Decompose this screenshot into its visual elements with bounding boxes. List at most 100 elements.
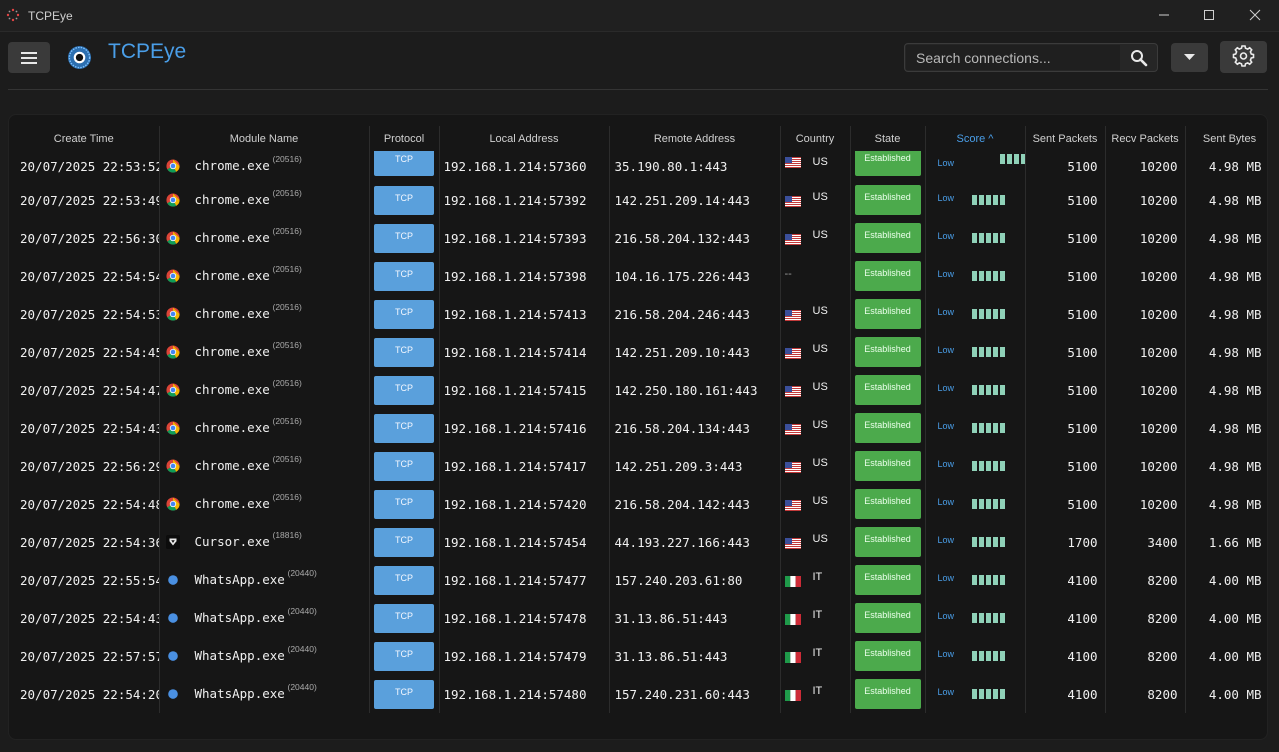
module-name: chrome.exe [194,458,270,473]
create-time-cell: 20/07/2025 22:54:48 [9,485,160,523]
score-bar-segment [992,309,998,319]
table-row[interactable]: 20/07/2025 22:54:45 chrome.exe (20516) TCP 1… [9,333,1267,371]
score-bar-segment [971,347,977,357]
local-address-cell: 192.168.1.214:57413 [439,295,610,333]
score-cell: Low [925,561,1026,599]
score-bar-segment [992,385,998,395]
table-row[interactable]: 20/07/2025 22:54:48 chrome.exe (20516) TCP 1… [9,485,1267,523]
score-bar-segment [978,309,984,319]
protocol-badge: TCP [374,151,434,176]
protocol-badge: TCP [374,299,434,329]
recv-packets-cell: 10200 [1105,333,1186,371]
table-row[interactable]: 20/07/2025 22:56:30 chrome.exe (20516) TCP 1… [9,219,1267,257]
score-bar-segment [999,385,1005,395]
country-code: US [812,533,828,545]
module-cell: chrome.exe (20516) [159,181,370,219]
table-row[interactable]: 20/07/2025 22:54:20 WhatsApp.exe (20440) TC… [9,675,1267,713]
create-time-cell: 20/07/2025 22:56:29 [9,447,160,485]
country-cell: US [780,181,851,219]
state-badge: Established [854,451,921,481]
module-cell: chrome.exe (20516) [159,257,370,295]
score-bar-segment [999,575,1005,585]
state-cell: Established [850,637,926,675]
protocol-badge: TCP [374,489,434,519]
chrome-icon [165,459,180,473]
column-header[interactable]: Sent Packets [1025,126,1106,151]
menu-button[interactable] [8,42,50,73]
recv-packets-cell: 10200 [1105,447,1186,485]
table-row[interactable]: 20/07/2025 22:56:29 chrome.exe (20516) TCP 1… [9,447,1267,485]
settings-button[interactable] [1220,41,1267,73]
create-time-cell: 20/07/2025 22:54:43 [9,409,160,447]
protocol-cell: TCP [369,637,440,675]
score-cell: Low [925,637,1026,675]
column-header[interactable]: Recv Packets [1105,126,1186,151]
module-name: chrome.exe [194,344,270,359]
table-row[interactable]: 20/07/2025 22:54:43 chrome.exe (20516) TCP 1… [9,409,1267,447]
score-bar-segment [971,613,977,623]
table-row[interactable]: 20/07/2025 22:54:53 chrome.exe (20516) TCP 1… [9,295,1267,333]
minimize-button[interactable] [1141,0,1187,31]
table-row[interactable]: 20/07/2025 22:53:52 chrome.exe (20516) TCP 1… [9,151,1267,181]
sent-packets-cell: 5100 [1025,219,1106,257]
column-header[interactable]: Module Name [159,126,370,151]
score-bar-segment [992,271,998,281]
state-cell: Established [850,295,926,333]
state-cell: Established [850,599,926,637]
module-cell: chrome.exe (20516) [159,485,370,523]
column-header[interactable]: Score ^ [925,126,1026,151]
vertical-scrollbar[interactable] [1269,116,1279,740]
country-cell: US [780,523,851,561]
module-name: chrome.exe [194,306,270,321]
create-time-cell: 20/07/2025 22:54:54 [9,257,160,295]
score-bar-segment [999,499,1005,509]
recv-packets-cell: 10200 [1105,257,1186,295]
search-icon[interactable] [1130,49,1148,67]
table-row[interactable]: 20/07/2025 22:55:54 WhatsApp.exe (20440) TC… [9,561,1267,599]
column-header[interactable]: Sent Bytes [1185,126,1267,151]
table-row[interactable]: 20/07/2025 22:54:36 Cursor.exe (18816) TCP 1… [9,523,1267,561]
chrome-icon [165,307,180,321]
score-bar-segment [992,461,998,471]
us-flag-icon [784,499,801,511]
whatsapp-icon [167,651,178,661]
close-button[interactable] [1232,0,1278,31]
table-row[interactable]: 20/07/2025 22:54:43 WhatsApp.exe (20440) TC… [9,599,1267,637]
it-flag-icon [784,651,801,663]
window-title: TCPEye [28,9,73,23]
module-cell: chrome.exe (20516) [159,151,370,181]
protocol-badge: TCP [374,223,434,253]
state-badge: Established [854,261,921,291]
column-header[interactable]: Remote Address [609,126,781,151]
table-row[interactable]: 20/07/2025 22:54:47 chrome.exe (20516) TCP 1… [9,371,1267,409]
table-row[interactable]: 20/07/2025 22:57:57 WhatsApp.exe (20440) TC… [9,637,1267,675]
score-label: Low [937,458,955,469]
column-header[interactable]: State [850,126,926,151]
column-header[interactable]: Country [780,126,851,151]
chrome-icon [165,231,180,245]
table-row[interactable]: 20/07/2025 22:53:49 chrome.exe (20516) TCP 1… [9,181,1267,219]
us-flag-icon [784,195,801,207]
protocol-badge: TCP [374,451,434,481]
country-cell: US [780,333,851,371]
column-header[interactable]: Create Time [9,126,160,151]
recv-packets-cell: 10200 [1105,485,1186,523]
recv-packets-cell: 8200 [1105,561,1186,599]
country-code: IT [812,571,823,583]
country-code: US [812,495,828,507]
maximize-button[interactable] [1186,0,1232,31]
module-name: chrome.exe [194,496,270,511]
local-address-cell: 192.168.1.214:57417 [439,447,610,485]
table-row[interactable]: 20/07/2025 22:54:54 chrome.exe (20516) TCP 1… [9,257,1267,295]
column-header[interactable]: Protocol [369,126,440,151]
score-bar-segment [985,385,991,395]
protocol-badge: TCP [374,603,434,633]
filter-dropdown-button[interactable] [1171,43,1208,72]
country-code: US [812,191,828,203]
score-bar-segment [978,195,984,205]
remote-address-cell: 216.58.204.246:443 [609,295,781,333]
search-input[interactable] [906,45,1120,70]
state-cell: Established [850,151,926,181]
process-id: (20516) [272,154,302,164]
column-header[interactable]: Local Address [439,126,610,151]
